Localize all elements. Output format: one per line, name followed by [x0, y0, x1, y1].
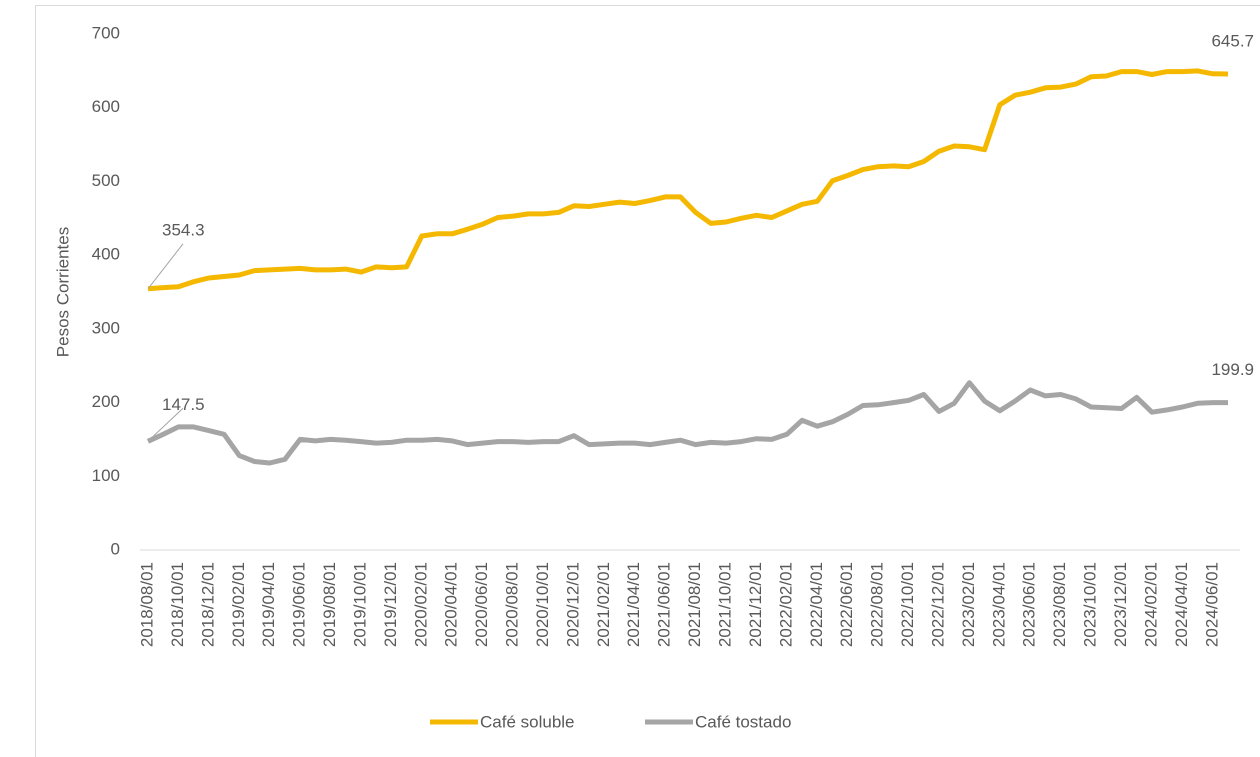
- x-tick-label: 2022/06/01: [837, 562, 856, 647]
- x-tick-label: 2019/10/01: [350, 562, 369, 647]
- x-tick-label: 2021/04/01: [624, 562, 643, 647]
- y-axis-label: Pesos Corrientes: [53, 227, 72, 357]
- x-tick-label: 2022/08/01: [868, 562, 887, 647]
- y-tick-label: 600: [92, 97, 120, 116]
- x-tick-label: 2021/10/01: [716, 562, 735, 647]
- legend-label: Café tostado: [695, 712, 791, 731]
- x-tick-label: 2020/08/01: [503, 562, 522, 647]
- y-tick-label: 100: [92, 466, 120, 485]
- x-tick-label: 2023/06/01: [1020, 562, 1039, 647]
- y-tick-label: 200: [92, 392, 120, 411]
- x-tick-label: 2019/12/01: [381, 562, 400, 647]
- x-tick-label: 2023/02/01: [959, 562, 978, 647]
- x-tick-label: 2021/02/01: [594, 562, 613, 647]
- data-label: 199.9: [1211, 360, 1254, 379]
- x-tick-label: 2023/04/01: [989, 562, 1008, 647]
- x-tick-label: 2023/10/01: [1081, 562, 1100, 647]
- legend-label: Café soluble: [480, 712, 575, 731]
- data-label: 147.5: [162, 395, 205, 414]
- leader-line: [147, 407, 184, 442]
- x-tick-label: 2019/08/01: [320, 562, 339, 647]
- x-tick-label: 2024/06/01: [1202, 562, 1221, 647]
- x-tick-label: 2020/06/01: [472, 562, 491, 647]
- x-tick-label: 2020/02/01: [411, 562, 430, 647]
- line-series: [147, 68, 1229, 292]
- x-tick-label: 2019/06/01: [290, 562, 309, 647]
- x-tick-label: 2018/08/01: [137, 562, 156, 647]
- chart-frame: [35, 5, 1260, 757]
- x-tick-label: 2023/08/01: [1050, 562, 1069, 647]
- x-tick-label: 2024/04/01: [1172, 562, 1191, 647]
- x-tick-label: 2022/04/01: [807, 562, 826, 647]
- x-tick-label: 2022/12/01: [928, 562, 947, 647]
- x-tick-label: 2021/08/01: [685, 562, 704, 647]
- x-tick-label: 2020/10/01: [533, 562, 552, 647]
- x-tick-label: 2020/12/01: [563, 562, 582, 647]
- data-label: 354.3: [162, 220, 205, 239]
- x-tick-label: 2018/12/01: [198, 562, 217, 647]
- x-tick-label: 2023/12/01: [1111, 562, 1130, 647]
- x-tick-label: 2024/02/01: [1141, 562, 1160, 647]
- y-tick-label: 700: [92, 23, 120, 42]
- x-tick-label: 2019/04/01: [259, 562, 278, 647]
- y-tick-label: 400: [92, 245, 120, 264]
- leader-line: [147, 243, 184, 290]
- x-tick-label: 2022/02/01: [776, 562, 795, 647]
- x-tick-label: 2018/10/01: [168, 562, 187, 647]
- x-tick-label: 2021/12/01: [746, 562, 765, 647]
- y-tick-label: 0: [111, 539, 120, 558]
- y-tick-label: 500: [92, 171, 120, 190]
- line-series: [146, 380, 1228, 466]
- x-tick-label: 2021/06/01: [655, 562, 674, 647]
- data-label: 645.7: [1211, 32, 1254, 51]
- x-tick-label: 2022/10/01: [898, 562, 917, 647]
- y-tick-label: 300: [92, 318, 120, 337]
- x-tick-label: 2019/02/01: [229, 562, 248, 647]
- x-tick-label: 2020/04/01: [442, 562, 461, 647]
